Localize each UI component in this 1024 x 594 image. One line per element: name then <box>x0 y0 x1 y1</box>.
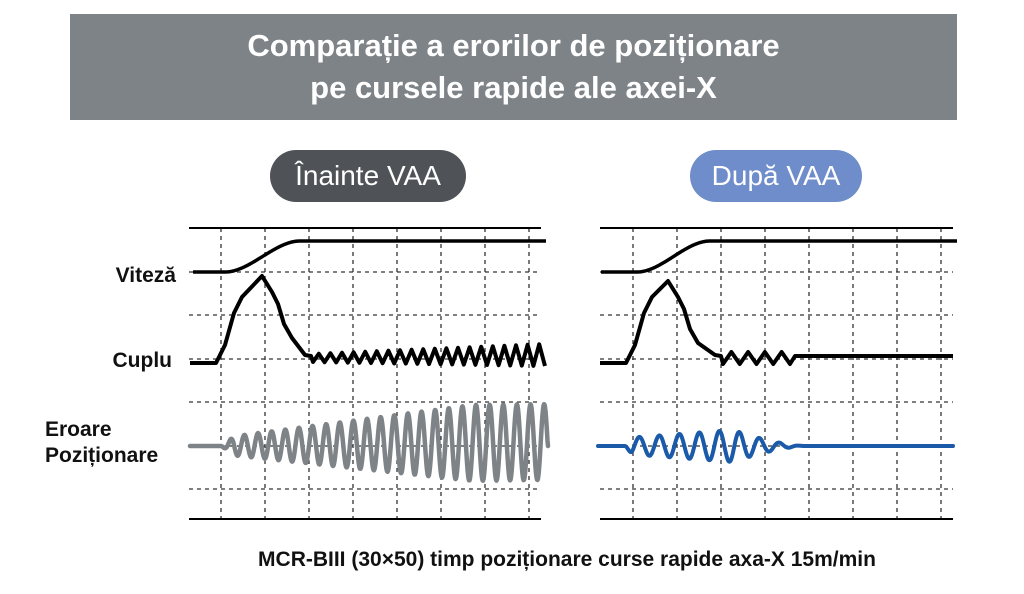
row-label-speed: Viteză <box>115 264 176 287</box>
row-label-position-error: Eroare Poziționare <box>45 417 158 469</box>
title-line-1: Comparație a erorilor de poziționare <box>247 28 780 63</box>
torque-curve <box>190 274 547 368</box>
row-label-torque: Cuplu <box>112 349 172 372</box>
title-banner: Comparație a erorilor de poziționare pe … <box>70 14 957 120</box>
chart-after-vaa <box>596 227 958 520</box>
position-error-curve <box>187 401 551 483</box>
torque-curve <box>600 279 953 366</box>
position-error-curve <box>596 429 955 464</box>
caption: MCR-BIII (30×50) timp poziționare curse … <box>258 548 876 571</box>
chart-before-vaa <box>187 227 551 520</box>
speed-curve <box>600 239 958 274</box>
after-vaa-badge: După VAA <box>690 150 862 202</box>
title-line-2: pe cursele rapide ale axei-X <box>310 70 717 105</box>
row-label-error-line1: Eroare <box>45 418 112 441</box>
speed-curve <box>192 239 547 274</box>
before-vaa-badge: Înainte VAA <box>270 150 466 202</box>
row-label-error-line2: Poziționare <box>45 444 159 467</box>
